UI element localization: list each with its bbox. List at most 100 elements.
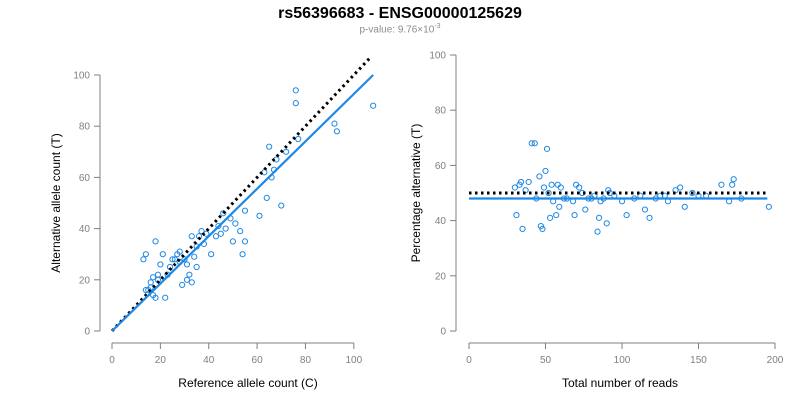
data-point (571, 211, 578, 219)
data-point (266, 143, 273, 150)
data-point (159, 251, 166, 258)
data-point (191, 253, 198, 260)
right-panel: 0 50 100 150 200 0 20 40 60 80 100 Total number of … (409, 51, 784, 391)
data-point (239, 251, 246, 258)
data-point (595, 214, 603, 221)
left-reference-line (110, 56, 372, 333)
left-x-axis-title: Reference allele count (C) (178, 376, 317, 390)
x-tick-label: 150 (690, 355, 707, 366)
y-tick-label: 60 (435, 161, 447, 172)
data-point (511, 184, 519, 191)
data-point (531, 140, 538, 147)
y-tick-label: 80 (79, 122, 91, 133)
data-point (241, 207, 249, 214)
data-point (546, 214, 554, 221)
data-point (519, 225, 526, 232)
data-point (232, 220, 239, 227)
data-point (542, 167, 549, 175)
data-point (553, 211, 560, 219)
data-point (765, 203, 772, 210)
data-point (295, 135, 302, 143)
x-tick-label: 0 (466, 355, 472, 366)
data-point (582, 206, 589, 213)
x-tick-label: 60 (252, 355, 264, 366)
y-tick-label: 0 (440, 327, 446, 338)
data-point (237, 228, 244, 235)
data-point (183, 276, 191, 283)
data-point (169, 256, 176, 263)
data-point (188, 233, 195, 240)
data-point (261, 169, 268, 176)
y-tick-label: 40 (435, 216, 447, 227)
data-point (603, 220, 610, 227)
p-value-label: p-value: 9.76×10-3 (0, 23, 800, 35)
data-point (152, 294, 159, 301)
y-tick-label: 100 (429, 51, 446, 62)
x-tick-label: 100 (345, 355, 362, 366)
data-point (215, 222, 222, 230)
data-point (198, 228, 205, 235)
data-point (557, 184, 564, 191)
y-tick-label: 0 (84, 327, 90, 338)
data-point (181, 256, 188, 263)
data-point (150, 274, 157, 281)
data-point (672, 187, 679, 194)
data-point (152, 238, 159, 245)
x-tick-label: 100 (614, 355, 631, 366)
data-point (241, 238, 249, 245)
data-point (229, 238, 237, 245)
y-tick-label: 60 (79, 173, 91, 184)
data-point (142, 251, 149, 258)
data-point (222, 225, 229, 232)
data-point (208, 251, 215, 258)
data-point (522, 187, 529, 194)
data-point (142, 286, 149, 294)
data-point (539, 225, 546, 232)
data-point (729, 181, 736, 188)
data-point (536, 173, 543, 180)
data-point (154, 271, 162, 278)
data-point (517, 178, 525, 186)
right-y-axis-title: Percentage alternative (T) (409, 124, 423, 263)
x-tick-label: 200 (767, 355, 784, 366)
data-point (278, 202, 285, 209)
data-point (331, 120, 338, 127)
p-value-text: p-value: 9.76×10 (359, 24, 435, 36)
data-point (641, 206, 649, 213)
p-value-exponent: -3 (434, 23, 441, 30)
data-point (183, 261, 191, 268)
figure-title: rs56396683 - ENSG00000125629 (278, 5, 522, 22)
data-point (646, 214, 653, 221)
data-point (147, 279, 154, 286)
data-point (292, 100, 299, 107)
data-point (256, 212, 263, 219)
data-point (157, 261, 164, 268)
y-tick-label: 40 (79, 224, 91, 235)
left-fit-line (111, 74, 374, 332)
data-point (171, 256, 178, 263)
data-point (212, 233, 220, 240)
data-point (525, 178, 532, 186)
data-point (220, 210, 227, 217)
data-point (689, 189, 696, 197)
left-y-axis-title: Alternative allele count (T) (49, 133, 63, 272)
data-point (545, 189, 552, 197)
data-point (217, 230, 224, 237)
data-point (140, 256, 147, 263)
data-point (179, 281, 186, 289)
x-tick-label: 0 (109, 355, 115, 366)
data-point (370, 102, 377, 109)
data-point (528, 140, 535, 147)
left-panel: 0 20 40 60 80 100 0 20 40 60 80 100 Reference allele… (49, 56, 377, 390)
x-tick-label: 20 (155, 355, 167, 366)
data-point (556, 203, 563, 210)
data-point (513, 211, 520, 219)
x-tick-label: 50 (540, 355, 552, 366)
y-tick-label: 20 (435, 271, 447, 282)
data-point (594, 228, 601, 235)
y-tick-label: 100 (73, 71, 90, 82)
data-point (263, 194, 270, 201)
data-point (543, 145, 551, 152)
data-point (186, 271, 193, 278)
data-point (176, 248, 183, 255)
